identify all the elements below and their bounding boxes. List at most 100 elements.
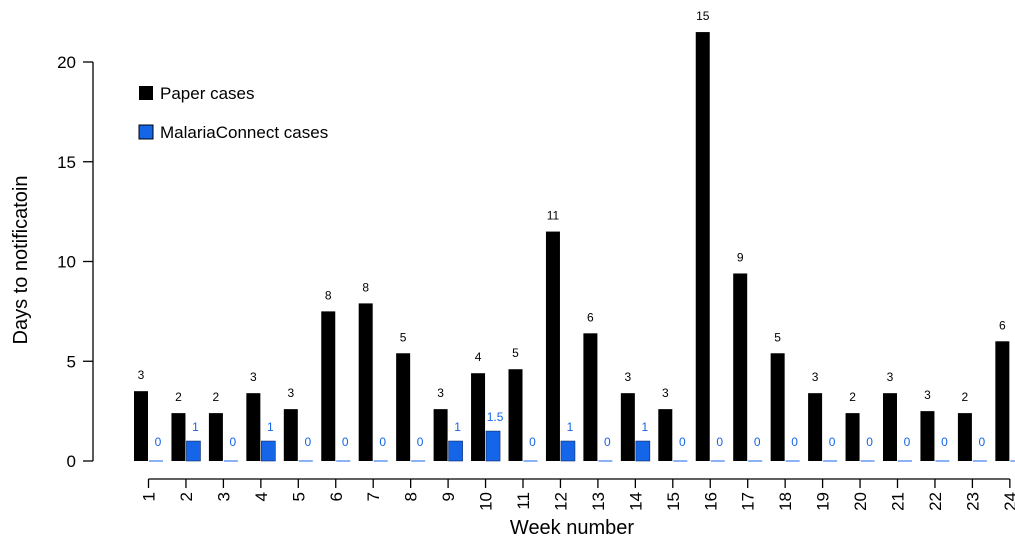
bar-paper — [845, 413, 860, 461]
bar-paper — [920, 411, 935, 461]
data-label-paper: 4 — [475, 350, 482, 364]
data-label-malariaconnect: 1 — [267, 420, 274, 434]
bar-paper — [396, 353, 411, 461]
x-tick-label: 9 — [439, 492, 458, 501]
x-tick-label: 11 — [514, 492, 533, 510]
x-tick-label: 14 — [626, 492, 645, 511]
data-label-malariaconnect: 1 — [192, 420, 199, 434]
bar-paper — [433, 409, 448, 461]
y-tick-label: 0 — [67, 452, 76, 471]
data-label-paper: 3 — [887, 370, 894, 384]
bar-paper — [471, 373, 486, 461]
data-label-malariaconnect: 0 — [155, 435, 162, 449]
data-label-paper: 2 — [175, 390, 182, 404]
data-label-paper: 5 — [774, 330, 781, 344]
bar-paper — [246, 393, 261, 461]
x-tick-label: 21 — [889, 492, 908, 511]
bar-paper — [583, 333, 598, 461]
bar-malariaconnect — [261, 440, 276, 462]
data-label-malariaconnect: 0 — [791, 435, 798, 449]
bar-paper — [883, 393, 897, 461]
y-axis-title: Days to notificatoin — [10, 176, 32, 345]
data-label-malariaconnect: 1.5 — [487, 410, 504, 424]
data-label-paper: 3 — [138, 368, 145, 382]
y-tick-label: 20 — [57, 53, 76, 72]
data-label-paper: 6 — [587, 310, 594, 324]
x-tick-label: 5 — [289, 492, 308, 501]
x-axis-title: Week number — [510, 517, 634, 539]
data-label-malariaconnect: 0 — [716, 435, 723, 449]
data-label-paper: 8 — [325, 288, 332, 302]
data-label-paper: 3 — [625, 370, 632, 384]
x-tick-label: 3 — [214, 492, 233, 501]
bar-paper — [283, 409, 298, 461]
bar-malariaconnect — [635, 440, 651, 462]
x-tick-label: 15 — [664, 492, 683, 511]
data-label-paper: 3 — [437, 386, 444, 400]
bar-paper — [508, 369, 523, 461]
bars — [134, 32, 1015, 462]
x-tick-label: 17 — [739, 492, 758, 511]
x-tick-label: 22 — [926, 492, 945, 511]
data-label-paper: 5 — [512, 346, 519, 360]
bar-malariaconnect — [448, 440, 463, 462]
x-tick-label: 19 — [814, 492, 833, 511]
bar-paper — [358, 303, 373, 461]
y-tick-label: 10 — [57, 253, 76, 272]
data-label-paper: 3 — [287, 386, 294, 400]
data-label-malariaconnect: 1 — [567, 420, 574, 434]
data-label-paper: 6 — [999, 318, 1006, 332]
bar-malariaconnect — [186, 440, 201, 462]
bar-paper — [171, 413, 186, 461]
bar-paper — [208, 413, 223, 461]
x-axis: 1 2 3 4 5 6 7 8 9 10 11 12 13 14 15 16 17 18 19 20 21 22 23 24 — [140, 478, 1015, 511]
x-tick-label: 10 — [477, 492, 496, 511]
bar-paper — [134, 391, 148, 461]
x-tick-label: 13 — [589, 492, 608, 511]
data-label-paper: 2 — [849, 390, 856, 404]
legend-label-malariaconnect: MalariaConnect cases — [160, 123, 328, 142]
x-tick-label: 12 — [551, 492, 570, 511]
data-label-paper: 3 — [662, 386, 669, 400]
data-label-malariaconnect: 0 — [866, 435, 873, 449]
x-tick-label: 20 — [851, 492, 870, 511]
bar-malariaconnect — [485, 430, 501, 462]
bar-malariaconnect — [560, 440, 576, 462]
data-label-malariaconnect: 0 — [979, 435, 986, 449]
legend: Paper cases MalariaConnect cases — [138, 84, 328, 142]
data-label-malariaconnect: 0 — [829, 435, 836, 449]
x-tick-label: 18 — [776, 492, 795, 511]
data-label-malariaconnect: 1 — [642, 420, 649, 434]
data-label-paper: 2 — [213, 390, 220, 404]
y-tick-label: 5 — [67, 352, 76, 371]
x-tick-label: 23 — [963, 492, 982, 511]
data-label-paper: 5 — [400, 330, 407, 344]
bar-paper — [658, 409, 673, 461]
data-label-malariaconnect: 0 — [941, 435, 948, 449]
bar-paper — [545, 231, 560, 461]
x-tick-label: 2 — [177, 492, 196, 501]
bar-paper — [620, 393, 635, 461]
data-label-malariaconnect: 0 — [754, 435, 761, 449]
x-tick-label: 7 — [364, 492, 383, 501]
data-label-paper: 15 — [696, 9, 710, 23]
data-label-malariaconnect: 0 — [904, 435, 911, 449]
data-label-paper: 11 — [547, 209, 560, 223]
legend-swatch-paper — [139, 86, 153, 100]
bar-paper — [733, 273, 748, 461]
bar-paper — [957, 413, 972, 461]
bar-paper — [695, 32, 710, 461]
data-label-malariaconnect: 0 — [604, 435, 611, 449]
data-label-paper: 8 — [362, 280, 369, 294]
legend-swatch-malariaconnect — [138, 124, 154, 140]
data-label-paper: 3 — [812, 370, 819, 384]
data-label-paper: 3 — [250, 370, 257, 384]
legend-label-paper: Paper cases — [160, 84, 255, 103]
data-label-malariaconnect: 0 — [529, 435, 536, 449]
x-tick-label: 8 — [402, 492, 421, 501]
data-label-paper: 9 — [737, 250, 744, 264]
bar-paper — [321, 311, 336, 461]
data-label-malariaconnect: 0 — [304, 435, 311, 449]
y-axis: 0 5 10 15 20 — [57, 53, 94, 471]
